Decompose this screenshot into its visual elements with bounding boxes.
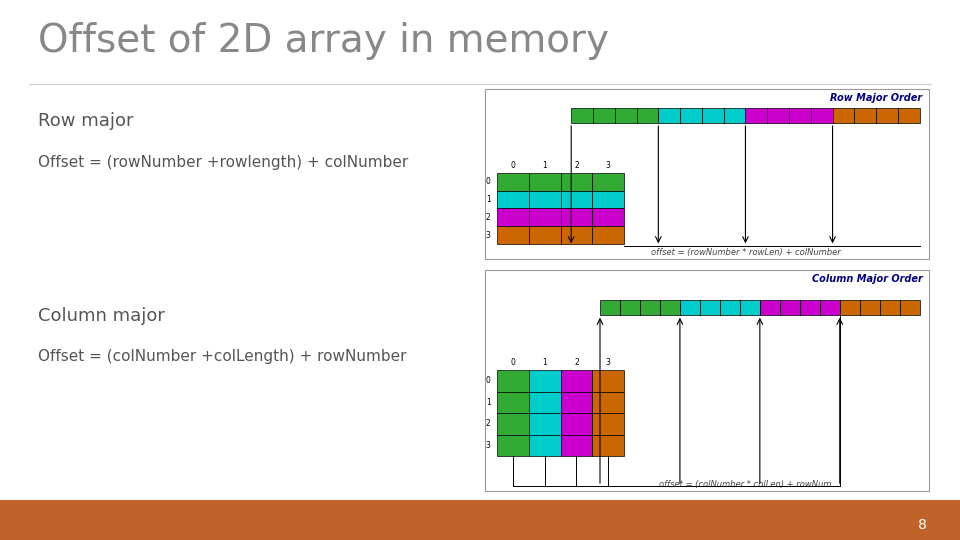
Text: 2: 2 <box>486 213 491 222</box>
Text: 3: 3 <box>486 231 491 240</box>
Bar <box>700 300 720 315</box>
Text: Offset of 2D array in memory: Offset of 2D array in memory <box>38 22 610 59</box>
Bar <box>0 500 960 540</box>
Bar <box>529 226 561 244</box>
Text: 3: 3 <box>606 160 611 170</box>
Text: 2: 2 <box>486 420 491 428</box>
Text: Column Major Order: Column Major Order <box>812 274 923 285</box>
Text: Row Major Order: Row Major Order <box>830 93 923 104</box>
Bar <box>767 108 789 123</box>
Text: 2: 2 <box>574 160 579 170</box>
Text: offset = (rowNumber * rowLen) + colNumber: offset = (rowNumber * rowLen) + colNumbe… <box>651 248 840 256</box>
Bar <box>840 300 860 315</box>
Text: 0: 0 <box>486 177 491 186</box>
Text: 0: 0 <box>511 357 516 367</box>
Bar <box>860 300 879 315</box>
Bar <box>592 435 624 456</box>
Text: 0: 0 <box>486 376 491 385</box>
Bar <box>780 300 800 315</box>
Bar <box>898 108 920 123</box>
Bar <box>854 108 876 123</box>
Bar <box>529 191 561 208</box>
Bar <box>561 392 592 413</box>
Bar <box>702 108 724 123</box>
Bar <box>497 370 529 392</box>
Text: 3: 3 <box>486 441 491 450</box>
Bar <box>640 300 660 315</box>
Bar <box>680 108 702 123</box>
Bar <box>740 300 760 315</box>
Text: 1: 1 <box>486 398 491 407</box>
Bar <box>592 191 624 208</box>
Text: Column major: Column major <box>38 307 165 325</box>
Bar <box>497 392 529 413</box>
Bar <box>724 108 745 123</box>
Bar <box>820 300 840 315</box>
Text: 1: 1 <box>542 160 547 170</box>
Text: 0: 0 <box>511 160 516 170</box>
Bar <box>745 108 767 123</box>
Bar <box>600 300 620 315</box>
Bar <box>592 413 624 435</box>
Bar <box>636 108 659 123</box>
Bar <box>561 226 592 244</box>
Bar <box>659 108 680 123</box>
Text: Offset = (rowNumber +rowlength) + colNumber: Offset = (rowNumber +rowlength) + colNum… <box>38 154 409 170</box>
Bar <box>529 435 561 456</box>
Text: Row major: Row major <box>38 112 133 131</box>
Bar <box>592 173 624 191</box>
Bar <box>620 300 640 315</box>
Bar <box>593 108 614 123</box>
Bar <box>720 300 740 315</box>
Bar <box>561 435 592 456</box>
Text: 3: 3 <box>606 357 611 367</box>
Bar <box>900 300 920 315</box>
Bar <box>485 270 929 491</box>
Bar <box>592 226 624 244</box>
Text: 1: 1 <box>486 195 491 204</box>
Bar <box>614 108 636 123</box>
Bar <box>497 173 529 191</box>
Bar <box>561 191 592 208</box>
Bar <box>497 435 529 456</box>
Bar <box>789 108 811 123</box>
Bar <box>497 226 529 244</box>
Bar <box>832 108 854 123</box>
Bar <box>485 89 929 259</box>
Text: 2: 2 <box>574 357 579 367</box>
Bar <box>571 108 593 123</box>
Bar <box>529 392 561 413</box>
Bar <box>497 413 529 435</box>
Bar <box>561 208 592 226</box>
Bar <box>529 208 561 226</box>
Bar <box>760 300 780 315</box>
Bar <box>876 108 898 123</box>
Bar <box>529 370 561 392</box>
Bar <box>561 173 592 191</box>
Bar <box>660 300 680 315</box>
Bar <box>811 108 832 123</box>
Bar <box>497 191 529 208</box>
Text: Offset = (colNumber +colLength) + rowNumber: Offset = (colNumber +colLength) + rowNum… <box>38 349 407 364</box>
Bar <box>592 392 624 413</box>
Bar <box>529 413 561 435</box>
Bar <box>800 300 820 315</box>
Bar <box>561 413 592 435</box>
Bar <box>592 370 624 392</box>
Bar <box>561 370 592 392</box>
Text: offset = (colNumber * colLen) + rowNum: offset = (colNumber * colLen) + rowNum <box>660 480 831 489</box>
Text: 1: 1 <box>542 357 547 367</box>
Bar <box>497 208 529 226</box>
Bar <box>592 208 624 226</box>
Bar <box>529 173 561 191</box>
Text: 8: 8 <box>918 518 926 532</box>
Bar <box>879 300 900 315</box>
Bar <box>680 300 700 315</box>
